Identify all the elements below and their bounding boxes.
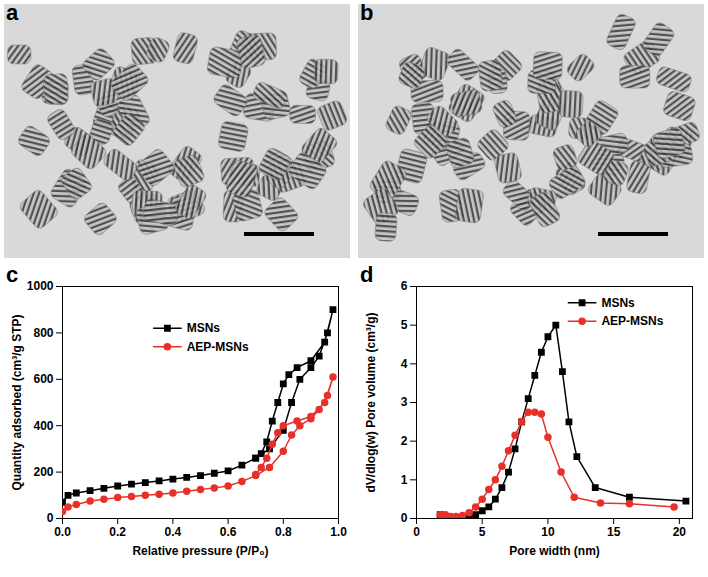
svg-text:6: 6 — [401, 279, 408, 293]
svg-text:10: 10 — [541, 525, 555, 539]
svg-text:0: 0 — [413, 525, 420, 539]
svg-text:0.8: 0.8 — [275, 525, 292, 539]
svg-text:1000: 1000 — [27, 279, 54, 293]
svg-text:3: 3 — [401, 395, 408, 409]
svg-text:MSNs: MSNs — [601, 296, 635, 310]
svg-text:4: 4 — [401, 357, 408, 371]
svg-text:1.0: 1.0 — [330, 525, 347, 539]
svg-text:200: 200 — [33, 465, 53, 479]
svg-text:Quantity adsorbed (cm³/g STP): Quantity adsorbed (cm³/g STP) — [10, 314, 24, 490]
svg-text:dV/dlog(w) Pore volume (cm³/g): dV/dlog(w) Pore volume (cm³/g) — [364, 312, 378, 492]
svg-text:MSNs: MSNs — [187, 321, 221, 335]
html-text:b: b — [360, 0, 374, 25]
svg-text:2: 2 — [401, 434, 408, 448]
svg-text:800: 800 — [33, 326, 53, 340]
svg-text:20: 20 — [673, 525, 687, 539]
svg-text:15: 15 — [607, 525, 621, 539]
svg-text:1: 1 — [401, 473, 408, 487]
svg-text:0.4: 0.4 — [165, 525, 182, 539]
svg-text:AEP-MSNs: AEP-MSNs — [187, 340, 249, 354]
svg-text:400: 400 — [33, 419, 53, 433]
svg-text:0.2: 0.2 — [109, 525, 126, 539]
svg-text:0: 0 — [401, 511, 408, 525]
svg-text:0.6: 0.6 — [220, 525, 237, 539]
html-text:d: d — [360, 262, 374, 287]
svg-text:0.0: 0.0 — [54, 525, 71, 539]
html-text:a: a — [6, 0, 19, 25]
svg-text:600: 600 — [33, 372, 53, 386]
svg-text:0: 0 — [47, 511, 54, 525]
svg-text:5: 5 — [401, 318, 408, 332]
svg-text:Relative pressure (P/P₀): Relative pressure (P/P₀) — [132, 544, 268, 558]
svg-text:5: 5 — [479, 525, 486, 539]
html-text:c: c — [6, 262, 19, 287]
svg-text:AEP-MSNs: AEP-MSNs — [601, 314, 663, 328]
svg-text:Pore width (nm): Pore width (nm) — [509, 544, 600, 558]
